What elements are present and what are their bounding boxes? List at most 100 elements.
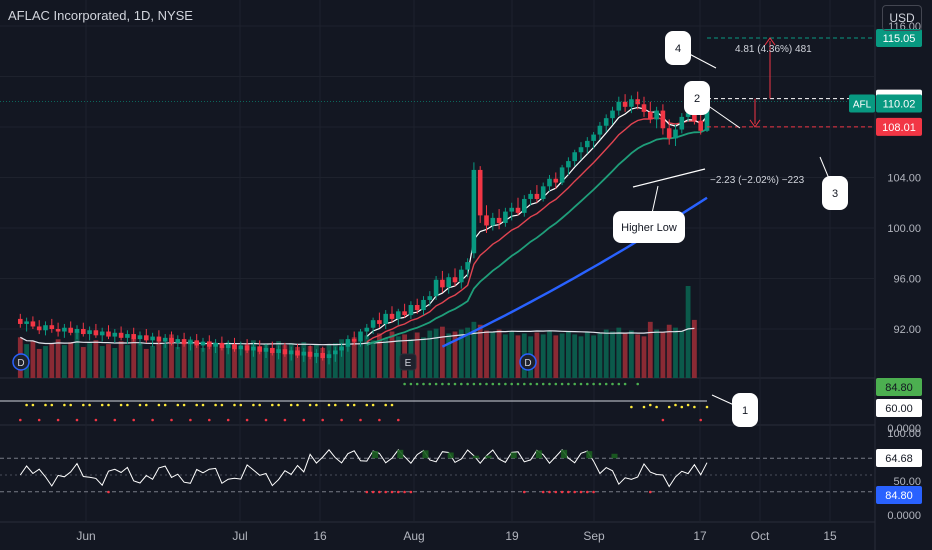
volume-bar: [288, 343, 294, 378]
callout-3-bubble: [822, 176, 848, 210]
indicator1-dot: [308, 403, 312, 407]
candle-body: [660, 110, 666, 129]
volume-bar: [603, 329, 609, 378]
candle-body: [666, 128, 672, 139]
candle-body: [276, 349, 281, 353]
time-axis-label: Sep: [583, 529, 605, 543]
candle-body: [446, 277, 451, 288]
indicator2-tag-marker-bg: [876, 486, 922, 504]
indicator1-dot: [397, 418, 400, 422]
indicator1-dot: [113, 418, 117, 422]
indicator1-dot: [510, 382, 513, 386]
volume-bar: [251, 340, 256, 378]
indicator2-tick-label: 50.00: [893, 476, 921, 488]
indicator1-dot: [176, 403, 180, 407]
indicator1-dot: [296, 403, 299, 407]
candle-body: [377, 320, 382, 324]
candle-body: [188, 340, 193, 345]
time-axis-label: 16: [313, 529, 327, 543]
candle-body: [301, 351, 307, 356]
candle-body: [200, 341, 206, 346]
rsi-signal-dot: [397, 490, 400, 494]
volume-bar: [320, 347, 326, 378]
indicator1-dot: [390, 403, 394, 407]
indicator1-dot: [31, 403, 35, 407]
candle-body: [635, 99, 640, 105]
volume-bar: [80, 347, 86, 378]
candle-body: [150, 336, 155, 341]
rsi-signal-dot: [378, 490, 381, 494]
rsi-overbought-fill: [561, 449, 568, 459]
volume-bar: [131, 338, 137, 378]
rsi-signal-dot: [371, 490, 375, 494]
indicator1-dot: [447, 382, 451, 386]
volume-bar: [295, 347, 300, 378]
candle-body: [314, 352, 319, 357]
candle-body: [232, 344, 237, 350]
candle-body: [93, 330, 99, 336]
volume-bar: [55, 339, 61, 378]
candle-body: [169, 337, 174, 343]
volume-bar: [553, 335, 559, 378]
dividend-marker: [519, 353, 537, 371]
currency-button[interactable]: USD: [882, 5, 922, 31]
rsi-signal-dot: [523, 490, 526, 494]
volume-bar: [509, 331, 515, 378]
candle-body: [452, 277, 458, 283]
indicator1-dot: [37, 418, 41, 422]
indicator1-dot: [623, 382, 627, 386]
candle-body: [597, 125, 603, 135]
time-axis-label: 15: [823, 529, 837, 543]
volume-bar: [389, 331, 395, 378]
volume-bar: [685, 286, 691, 378]
indicator1-dot: [686, 403, 690, 407]
indicator1-dot: [497, 382, 501, 386]
indicator1-dot: [573, 382, 576, 386]
indicator1-dot: [214, 403, 217, 407]
candle-body: [295, 350, 300, 356]
indicator1-dot: [667, 405, 671, 409]
candle-body: [62, 327, 67, 332]
indicator1-dot: [365, 403, 369, 407]
candle-body: [522, 198, 527, 213]
indicator1-dot: [88, 403, 91, 407]
time-axis-label: Aug: [403, 529, 424, 543]
measure-up-arrowhead: [764, 37, 776, 46]
volume-bar: [446, 333, 452, 378]
volume-bar: [169, 334, 174, 378]
volume-bar: [200, 347, 206, 378]
volume-bar: [225, 342, 231, 378]
indicator1-dot: [630, 405, 633, 409]
volume-bar: [162, 344, 168, 378]
rsi-signal-dot: [409, 490, 413, 494]
volume-bar: [213, 344, 218, 378]
indicator1-dot: [189, 418, 192, 422]
candle-body: [194, 340, 199, 346]
volume-bar: [458, 329, 464, 378]
indicator1-dot: [126, 403, 129, 407]
candle-body: [43, 325, 48, 331]
volume-bar: [345, 341, 351, 378]
price-tick-label: 92.00: [893, 324, 921, 336]
indicator1-dot: [195, 403, 198, 407]
candle-body: [270, 347, 275, 353]
candle-body: [36, 326, 42, 331]
time-axis-label: Jul: [232, 529, 247, 543]
candle-body: [333, 350, 338, 355]
candle-body: [496, 217, 502, 223]
indicator1-dot: [44, 403, 47, 407]
rsi-overbought-fill: [611, 453, 618, 459]
rsi-signal-dot: [107, 490, 110, 494]
indicator1-dot: [422, 382, 425, 386]
volume-bar: [276, 341, 281, 378]
indicator1-dot: [340, 418, 343, 422]
volume-bar: [673, 327, 678, 378]
rsi-overbought-fill: [472, 455, 479, 459]
volume-bar: [125, 345, 130, 378]
volume-bar: [137, 343, 143, 378]
candle-body: [307, 351, 313, 357]
volume-bar: [112, 347, 118, 378]
rsi-overbought-fill: [372, 451, 379, 459]
indicator1-dot: [69, 403, 72, 407]
